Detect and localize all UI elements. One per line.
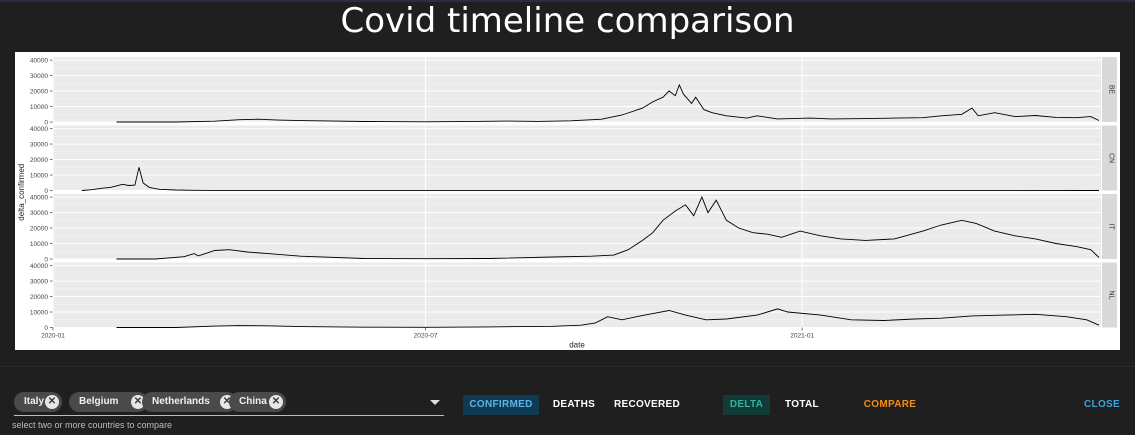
- close-button[interactable]: CLOSE: [1084, 399, 1120, 410]
- y-tick-label: 20000: [30, 157, 48, 164]
- y-tick-label: 40000: [30, 263, 48, 270]
- country-chip-label: Italy: [24, 396, 45, 407]
- country-chip-belgium[interactable]: Belgium ✕: [69, 392, 148, 412]
- y-tick-label: 30000: [30, 142, 48, 149]
- y-tick-label: 40000: [30, 58, 48, 65]
- country-chip-italy[interactable]: Italy ✕: [14, 392, 62, 412]
- metric-button-recovered[interactable]: RECOVERED: [613, 399, 681, 410]
- facet-label: NL: [1108, 291, 1115, 300]
- y-tick-label: 10000: [30, 310, 48, 317]
- faceted-line-chart: 0 10000 20000 30000 40000 BE 0 10000 20000 30000 4…: [17, 57, 1117, 350]
- y-tick-label: 0: [44, 188, 48, 195]
- y-tick-label: 40000: [30, 126, 48, 133]
- y-tick-label: 30000: [30, 73, 48, 80]
- chart-panel: 0 10000 20000 30000 40000 BE 0 10000 20000 30000 4…: [15, 52, 1120, 350]
- remove-chip-icon[interactable]: ✕: [131, 395, 145, 409]
- y-tick-label: 40000: [30, 195, 48, 202]
- facet-label: CN: [1108, 153, 1115, 163]
- facet-strip: [1102, 57, 1117, 122]
- country-chip-label: Belgium: [79, 396, 119, 407]
- country-chip-label: Netherlands: [152, 396, 210, 407]
- metric-button-deaths[interactable]: DEATHS: [552, 399, 596, 410]
- y-tick-label: 30000: [30, 210, 48, 217]
- dropdown-arrow-icon[interactable]: [430, 400, 440, 405]
- x-tick-label: 2020-01: [41, 333, 65, 340]
- facet-panel-background: [53, 194, 1101, 259]
- y-tick-label: 30000: [30, 279, 48, 286]
- y-tick-label: 20000: [30, 226, 48, 233]
- series-line-nl: [116, 308, 1100, 328]
- y-tick-label: 10000: [30, 241, 48, 248]
- facet-panel-background: [53, 57, 1101, 122]
- y-tick-label: 0: [44, 325, 48, 332]
- y-axis-label: delta_confirmed: [17, 164, 26, 221]
- series-line-cn: [81, 167, 1100, 191]
- facet-strip: [1102, 262, 1117, 328]
- y-tick-label: 20000: [30, 89, 48, 96]
- y-tick-label: 0: [44, 120, 48, 127]
- series-line-it: [116, 195, 1100, 260]
- controls-divider: [0, 366, 1135, 367]
- compare-button[interactable]: COMPARE: [863, 399, 917, 410]
- y-tick-label: 10000: [30, 104, 48, 111]
- facet-strip: [1102, 125, 1117, 191]
- country-select-underline: [14, 415, 444, 416]
- page-title: Covid timeline comparison: [340, 1, 795, 41]
- mode-button-total[interactable]: TOTAL: [785, 399, 819, 410]
- y-tick-label: 20000: [30, 294, 48, 301]
- country-chip-netherlands[interactable]: Netherlands ✕: [142, 392, 237, 412]
- remove-chip-icon[interactable]: ✕: [45, 395, 59, 409]
- top-accent-line: [0, 0, 1135, 2]
- country-chip-label: China: [239, 396, 267, 407]
- x-tick-label: 2021-01: [790, 333, 814, 340]
- facet-strip: [1102, 194, 1117, 259]
- x-tick-label: 2020-07: [414, 333, 438, 340]
- y-tick-label: 10000: [30, 173, 48, 180]
- remove-chip-icon[interactable]: ✕: [269, 395, 283, 409]
- facet-panel-background: [53, 125, 1101, 191]
- country-select-hint: select two or more countries to compare: [12, 420, 173, 430]
- series-line-be: [116, 83, 1100, 123]
- country-chip-china[interactable]: China ✕: [229, 392, 286, 412]
- mode-button-delta[interactable]: DELTA: [723, 395, 770, 415]
- facet-label: BE: [1108, 85, 1115, 95]
- x-axis-label: date: [569, 341, 585, 350]
- metric-button-confirmed[interactable]: CONFIRMED: [463, 395, 539, 415]
- y-tick-label: 0: [44, 257, 48, 264]
- facet-label: IT: [1108, 223, 1115, 230]
